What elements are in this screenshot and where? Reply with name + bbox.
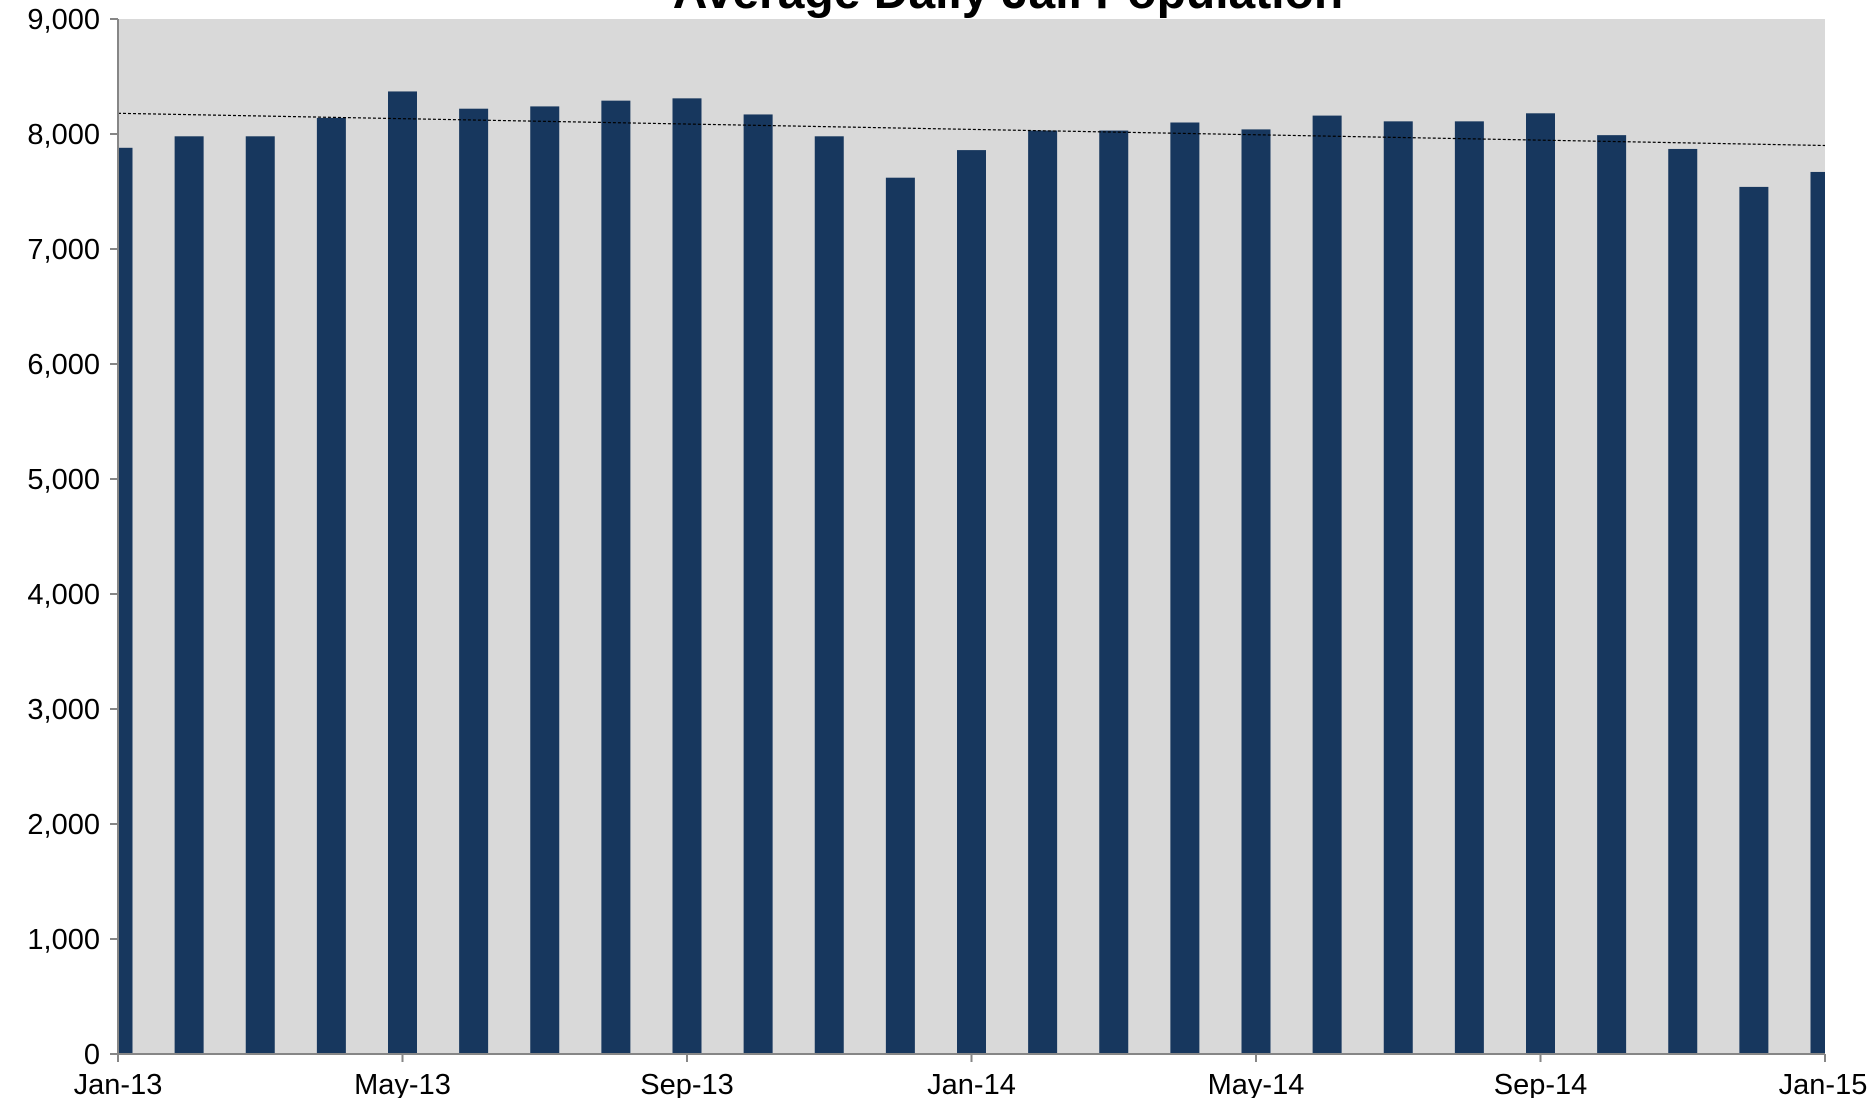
y-tick-label: 5,000 (27, 464, 100, 496)
bar (814, 136, 844, 1054)
x-tick-label: Jan-13 (74, 1069, 163, 1098)
x-tick-label: Jan-14 (927, 1069, 1016, 1098)
x-tick-label: May-13 (354, 1069, 451, 1098)
bar (1241, 129, 1271, 1054)
x-tick-label: Sep-14 (1494, 1069, 1588, 1098)
bar (174, 136, 204, 1054)
y-tick-label: 3,000 (27, 694, 100, 726)
bar (1597, 135, 1627, 1054)
bar (118, 147, 133, 1054)
bar (1312, 115, 1342, 1054)
bars (118, 91, 1825, 1054)
y-tick-label: 6,000 (27, 349, 100, 381)
x-tick-label: Sep-13 (640, 1069, 734, 1098)
y-tick-label: 8,000 (27, 119, 100, 151)
bar (388, 91, 417, 1054)
bar (601, 100, 631, 1054)
bar (885, 177, 915, 1054)
y-tick-label: 2,000 (27, 809, 100, 841)
x-tick-label: Jan-15 (1779, 1069, 1868, 1098)
bar (1454, 121, 1484, 1054)
bar (1668, 148, 1698, 1054)
y-tick-label: 9,000 (27, 4, 100, 36)
bar (672, 98, 702, 1054)
bar (743, 114, 773, 1054)
bar (245, 136, 275, 1054)
bar (1170, 122, 1200, 1054)
bar (1099, 130, 1129, 1054)
bar (1028, 130, 1058, 1054)
x-tick-label: May-14 (1208, 1069, 1305, 1098)
chart-title: Average Daily Jail Population (673, 0, 1343, 19)
bar (530, 106, 560, 1054)
y-tick-label: 7,000 (27, 234, 100, 266)
y-tick-label: 0 (84, 1039, 100, 1071)
y-tick-label: 1,000 (27, 924, 100, 956)
bar (1383, 121, 1413, 1054)
bar (316, 117, 346, 1054)
bar (459, 108, 489, 1054)
bar (1739, 186, 1769, 1054)
bar (1526, 113, 1555, 1054)
y-tick-label: 4,000 (27, 579, 100, 611)
trend-line (117, 112, 1826, 147)
bar (957, 150, 986, 1054)
bar (1810, 171, 1825, 1054)
